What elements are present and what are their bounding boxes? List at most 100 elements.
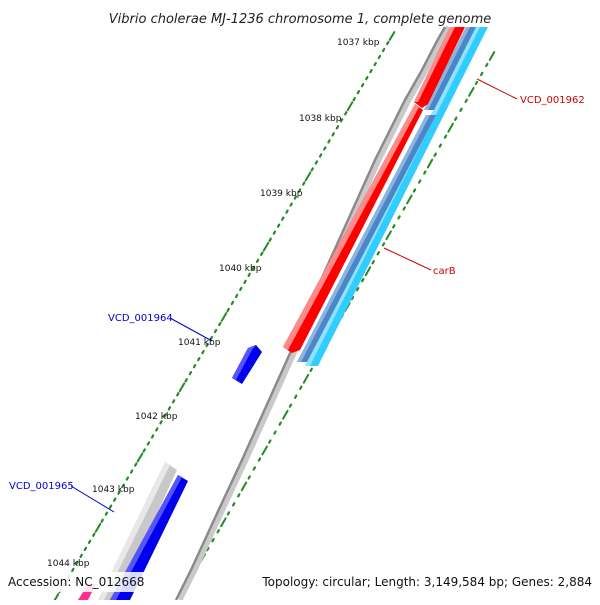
inner-ring-minor-tick: [314, 160, 319, 165]
inner-ring-minor-tick: [293, 195, 298, 200]
leader-vcd-001962: [476, 78, 518, 100]
outer-ring-minor-tick: [423, 170, 427, 175]
inner-ring-minor-tick: [365, 75, 369, 81]
outer-ring-major-tick: [282, 409, 289, 420]
outer-ring-minor-tick: [361, 278, 365, 283]
inner-ring-minor-tick: [386, 40, 390, 46]
blue-feature-upper-highlight: [424, 27, 470, 110]
inner-ring-minor-tick: [92, 532, 96, 537]
inner-ring-minor-tick: [146, 441, 151, 446]
tick-label: 1042 kbp: [135, 412, 178, 422]
inner-ring-minor-tick: [318, 153, 323, 158]
inner-ring-minor-tick: [335, 125, 340, 130]
inner-ring-minor-tick: [79, 553, 83, 559]
cyan-feature-track: [305, 27, 488, 366]
outer-ring-minor-tick: [356, 287, 360, 292]
outer-ring-minor-tick: [438, 143, 442, 148]
outer-ring-minor-tick: [226, 511, 231, 516]
gene-label-carb[interactable]: carB: [433, 266, 456, 277]
inner-ring-major-tick: [304, 171, 312, 182]
inner-ring-minor-tick: [268, 237, 272, 242]
inner-ring-minor-tick: [310, 167, 314, 172]
inner-ring-minor-tick: [108, 504, 113, 509]
gene-vcd-001962[interactable]: [414, 27, 465, 108]
inner-ring-minor-tick: [251, 265, 256, 270]
outer-ring-minor-tick: [247, 475, 251, 480]
inner-ring-minor-tick: [205, 343, 209, 348]
gene-vcd-001964-shape[interactable]: [232, 345, 262, 384]
outer-ring-minor-tick: [464, 98, 468, 104]
inner-ring-minor-tick: [260, 251, 264, 256]
inner-ring-minor-tick: [159, 420, 163, 425]
inner-ring-minor-tick: [247, 272, 251, 277]
tick-label: 1040 kbp: [219, 264, 262, 274]
outer-ring-minor-tick: [443, 134, 448, 139]
blue-feature-lower-highlight: [297, 115, 430, 362]
outer-ring-major-tick: [406, 194, 413, 205]
gene-label-vcd-001964[interactable]: VCD_001964: [108, 313, 173, 324]
inner-ring-major-tick: [262, 241, 270, 252]
outer-ring-major-tick: [468, 87, 475, 97]
inner-ring-minor-tick: [184, 378, 188, 383]
gene-label-vcd-001962[interactable]: VCD_001962: [520, 95, 585, 106]
outer-ring-minor-tick: [237, 493, 241, 498]
inner-ring-major-tick: [346, 101, 354, 112]
inner-ring-minor-tick: [276, 223, 281, 228]
inner-ring-minor-tick: [352, 97, 356, 102]
outer-ring-minor-tick: [350, 296, 355, 301]
inner-ring-minor-tick: [218, 321, 222, 327]
outer-ring-minor-tick: [288, 403, 293, 408]
gene-label-vcd-001965[interactable]: VCD_001965: [9, 481, 74, 492]
inner-ring-minor-tick: [302, 181, 306, 186]
outer-ring-minor-tick: [278, 421, 282, 426]
inner-ring-minor-tick: [289, 202, 293, 207]
gene-vcd-001962-highlight: [414, 27, 455, 102]
inner-ring-minor-tick: [272, 230, 277, 235]
inner-ring-minor-tick: [226, 307, 230, 313]
outer-ring-minor-tick: [294, 394, 298, 399]
inner-ring-major-tick: [220, 312, 228, 322]
outer-ring-minor-tick: [381, 242, 386, 247]
inner-ring-minor-tick: [377, 54, 382, 60]
tick-label: 1038 kbp: [299, 114, 342, 124]
inner-ring-major-tick: [52, 593, 60, 603]
inner-ring-minor-tick: [323, 146, 327, 151]
inner-ring-minor-tick: [213, 328, 218, 334]
gene-vcd-001965-shape[interactable]: [110, 475, 188, 600]
inner-ring-minor-tick: [176, 392, 180, 397]
tick-label: 1039 kbp: [260, 189, 303, 199]
inner-ring-minor-tick: [150, 434, 155, 439]
outer-ring-major-tick: [240, 481, 248, 492]
inner-ring-minor-tick: [209, 335, 214, 341]
inner-ring-minor-tick: [234, 293, 239, 299]
inner-ring-minor-tick: [129, 469, 134, 474]
outer-ring-minor-tick: [309, 367, 313, 372]
inner-ring-minor-tick: [167, 406, 172, 411]
outer-ring-minor-tick: [273, 430, 277, 435]
outer-ring-minor-tick: [232, 502, 236, 507]
footer-summary: Topology: circular; Length: 3,149,584 bp…: [261, 575, 592, 589]
inner-ring-minor-tick: [87, 539, 92, 544]
inner-ring-minor-tick: [83, 546, 88, 552]
inner-ring-minor-tick: [297, 188, 302, 193]
inner-ring-minor-tick: [197, 357, 201, 362]
outer-ring-minor-tick: [376, 251, 380, 256]
inner-ring-minor-tick: [344, 111, 348, 116]
inner-ring-minor-tick: [71, 567, 75, 573]
inner-ring-minor-tick: [104, 511, 109, 516]
blue-feature-track: [297, 27, 476, 362]
inner-ring-minor-tick: [381, 47, 386, 53]
outer-ring-major-tick: [447, 122, 454, 133]
inner-ring-major-tick: [94, 522, 102, 533]
inner-ring-minor-tick: [192, 364, 197, 369]
grey-feature[interactable]: [98, 462, 177, 600]
tick-labels: 1037 kbp 1038 kbp 1039 kbp 1040 kbp 1041…: [47, 38, 380, 569]
inner-ring-minor-tick: [281, 216, 285, 221]
inner-ring-minor-tick: [171, 399, 176, 404]
inner-ring-minor-tick: [230, 300, 235, 306]
inner-ring-minor-tick: [369, 68, 373, 74]
leader-vcd-001965: [70, 485, 115, 513]
gene-carb-highlight: [283, 104, 419, 350]
outer-ring-minor-tick: [485, 62, 489, 68]
